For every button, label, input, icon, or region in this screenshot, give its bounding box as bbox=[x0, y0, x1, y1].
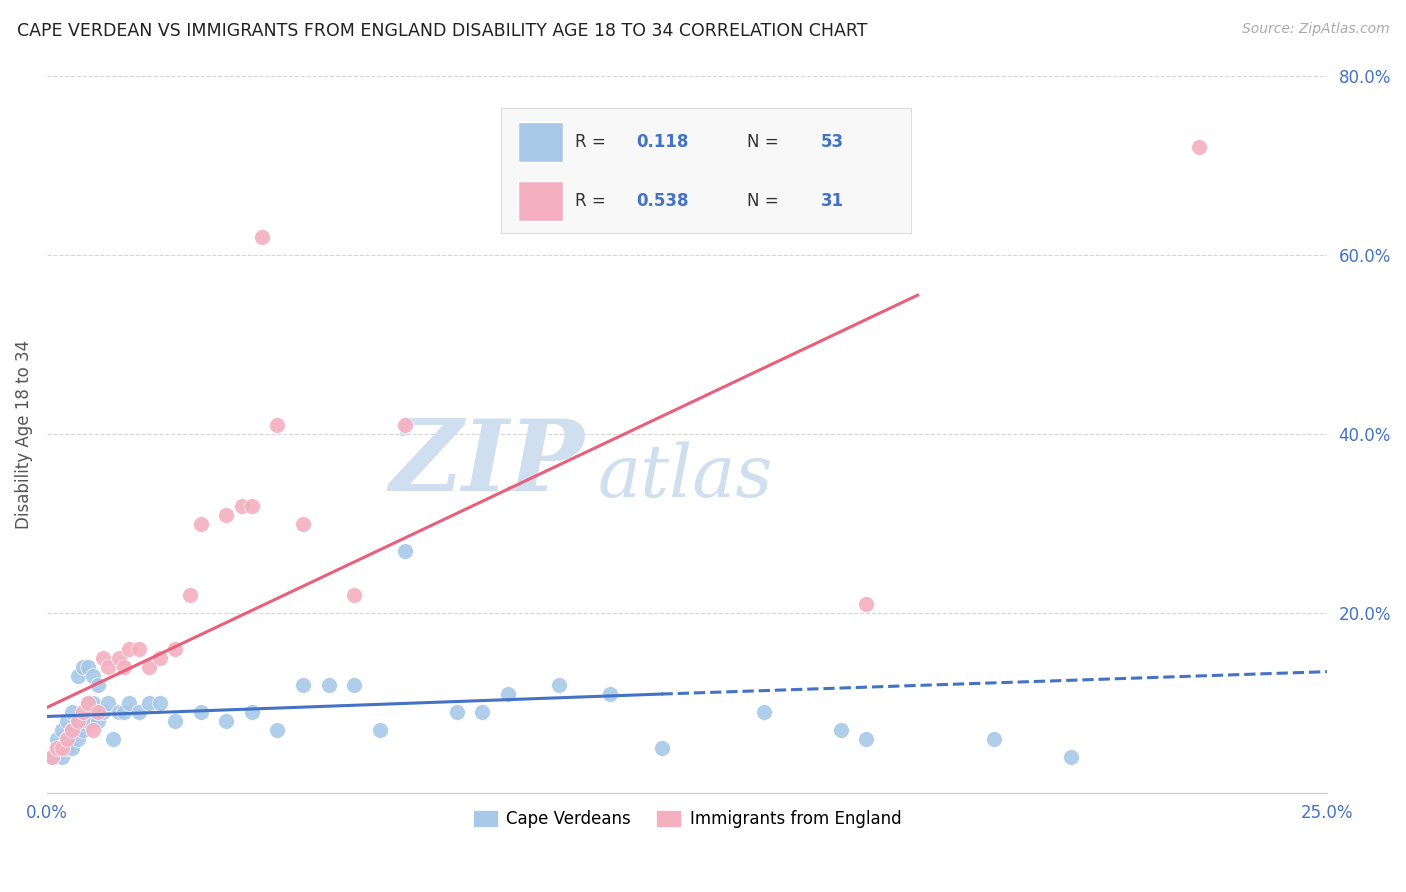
Point bbox=[76, 660, 98, 674]
Point bbox=[446, 705, 468, 719]
Point bbox=[215, 508, 238, 522]
Point bbox=[91, 705, 114, 719]
Point bbox=[128, 642, 150, 657]
Legend: Cape Verdeans, Immigrants from England: Cape Verdeans, Immigrants from England bbox=[467, 803, 908, 835]
Point bbox=[112, 660, 135, 674]
Point bbox=[66, 731, 89, 746]
Point bbox=[72, 660, 94, 674]
Point bbox=[368, 723, 391, 737]
Point bbox=[66, 714, 89, 728]
Point bbox=[82, 669, 104, 683]
Point bbox=[548, 678, 571, 692]
Point bbox=[231, 499, 253, 513]
Point bbox=[51, 740, 73, 755]
Point bbox=[471, 705, 494, 719]
Point bbox=[82, 723, 104, 737]
Text: Source: ZipAtlas.com: Source: ZipAtlas.com bbox=[1241, 22, 1389, 37]
Point bbox=[51, 749, 73, 764]
Point bbox=[148, 651, 170, 665]
Point bbox=[76, 714, 98, 728]
Point bbox=[56, 731, 79, 746]
Point bbox=[266, 418, 288, 433]
Point bbox=[112, 705, 135, 719]
Point bbox=[163, 714, 186, 728]
Point bbox=[66, 714, 89, 728]
Point bbox=[46, 740, 69, 755]
Point bbox=[97, 660, 120, 674]
Text: CAPE VERDEAN VS IMMIGRANTS FROM ENGLAND DISABILITY AGE 18 TO 34 CORRELATION CHAR: CAPE VERDEAN VS IMMIGRANTS FROM ENGLAND … bbox=[17, 22, 868, 40]
Point bbox=[291, 678, 314, 692]
Point bbox=[51, 723, 73, 737]
Point bbox=[87, 678, 110, 692]
Point bbox=[190, 705, 212, 719]
Point bbox=[62, 705, 84, 719]
Point bbox=[983, 731, 1005, 746]
Point bbox=[148, 696, 170, 710]
Point bbox=[138, 696, 160, 710]
Point bbox=[62, 723, 84, 737]
Point bbox=[240, 705, 263, 719]
Point bbox=[190, 516, 212, 531]
Point bbox=[56, 740, 79, 755]
Point bbox=[651, 740, 673, 755]
Point bbox=[1188, 140, 1211, 154]
Point bbox=[343, 589, 366, 603]
Point bbox=[97, 696, 120, 710]
Point bbox=[41, 749, 63, 764]
Point bbox=[46, 731, 69, 746]
Point bbox=[830, 723, 852, 737]
Point bbox=[855, 598, 877, 612]
Point bbox=[138, 660, 160, 674]
Point bbox=[87, 705, 110, 719]
Point bbox=[240, 499, 263, 513]
Point bbox=[394, 543, 416, 558]
Point bbox=[394, 418, 416, 433]
Point bbox=[62, 723, 84, 737]
Point bbox=[76, 696, 98, 710]
Point bbox=[56, 714, 79, 728]
Point bbox=[128, 705, 150, 719]
Text: atlas: atlas bbox=[598, 442, 773, 512]
Point bbox=[118, 696, 141, 710]
Point bbox=[599, 687, 621, 701]
Y-axis label: Disability Age 18 to 34: Disability Age 18 to 34 bbox=[15, 340, 32, 529]
Point bbox=[107, 705, 129, 719]
Point bbox=[66, 669, 89, 683]
Point bbox=[62, 740, 84, 755]
Point bbox=[266, 723, 288, 737]
Point bbox=[496, 687, 519, 701]
Point bbox=[41, 749, 63, 764]
Point bbox=[103, 731, 125, 746]
Point bbox=[291, 516, 314, 531]
Point bbox=[855, 731, 877, 746]
Point bbox=[46, 740, 69, 755]
Point bbox=[250, 230, 273, 244]
Point bbox=[118, 642, 141, 657]
Point bbox=[179, 589, 201, 603]
Point bbox=[82, 696, 104, 710]
Point bbox=[343, 678, 366, 692]
Point bbox=[752, 705, 775, 719]
Point bbox=[76, 696, 98, 710]
Point bbox=[87, 714, 110, 728]
Point bbox=[215, 714, 238, 728]
Point bbox=[107, 651, 129, 665]
Point bbox=[318, 678, 340, 692]
Point bbox=[72, 705, 94, 719]
Point bbox=[72, 723, 94, 737]
Point bbox=[91, 651, 114, 665]
Text: ZIP: ZIP bbox=[389, 415, 585, 511]
Point bbox=[1060, 749, 1083, 764]
Point bbox=[163, 642, 186, 657]
Point bbox=[56, 731, 79, 746]
